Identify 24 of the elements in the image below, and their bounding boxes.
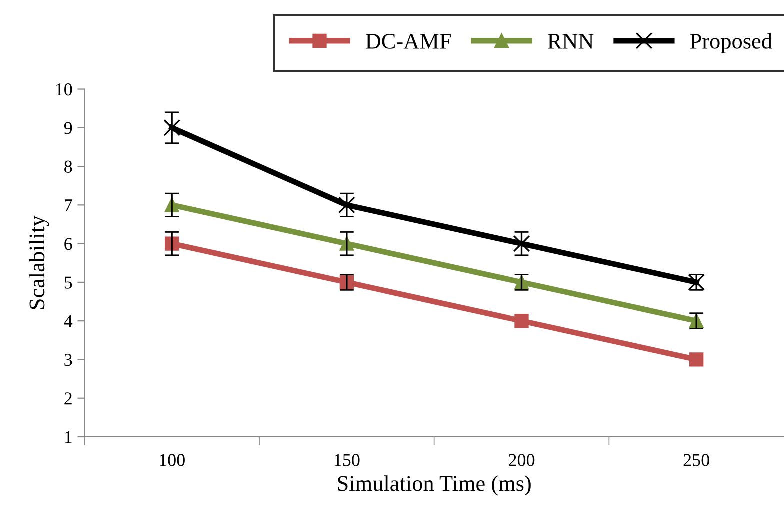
legend-label: Proposed [690, 33, 772, 54]
y-tick-label: 6 [64, 238, 72, 250]
legend-label: DC-AMF [366, 34, 451, 49]
y-tick-label: 2 [64, 392, 72, 405]
y-tick-label: 10 [56, 84, 72, 96]
y-tick-label: 7 [65, 200, 72, 212]
y-tick-label: 4 [64, 315, 73, 328]
point [514, 314, 529, 328]
legend-label: RNN [548, 34, 594, 49]
y-tick-label: 9 [64, 122, 72, 134]
point [338, 196, 356, 214]
x-tick-label: 250 [684, 454, 710, 466]
x-tick-label: 200 [509, 454, 535, 466]
point [513, 235, 530, 252]
y-tick-label: 8 [64, 160, 72, 173]
y-axis-title: Scalability [29, 216, 50, 310]
y-tick-label: 1 [65, 431, 72, 444]
y-tick-label: 5 [64, 276, 72, 289]
x-tick-label: 150 [334, 454, 360, 466]
point [690, 352, 704, 367]
x-axis-title: Simulation Time (ms) [338, 476, 531, 496]
x-tick-label: 100 [160, 454, 185, 466]
point [164, 119, 181, 136]
y-tick-label: 3 [64, 354, 72, 366]
